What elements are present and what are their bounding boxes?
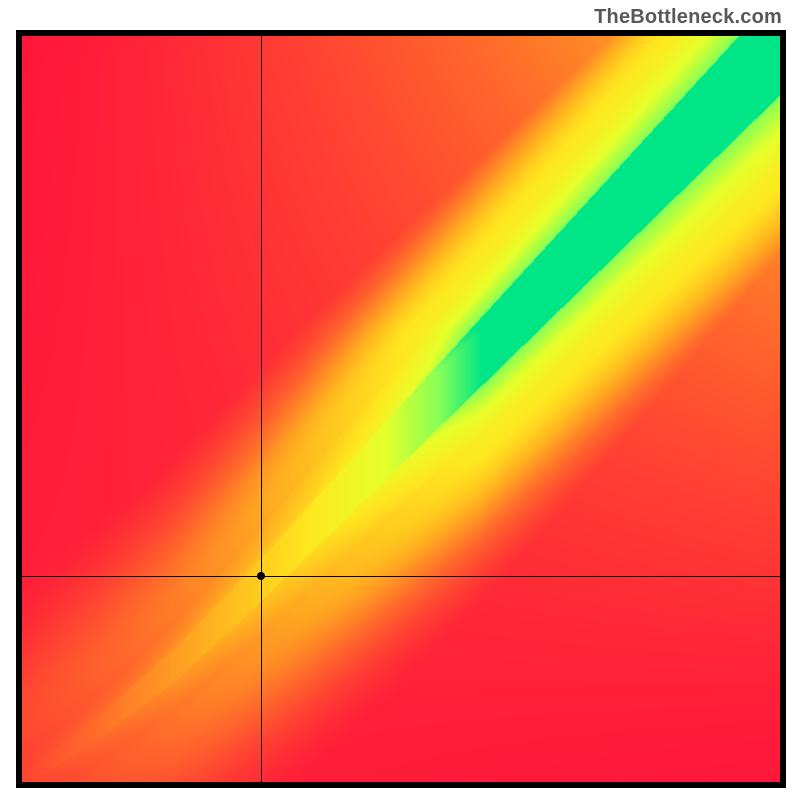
root-container: TheBottleneck.com — [0, 0, 800, 800]
crosshair-vertical — [261, 36, 262, 782]
heatmap-frame — [16, 30, 786, 788]
heatmap-canvas — [22, 36, 780, 782]
watermark-text: TheBottleneck.com — [594, 6, 782, 29]
crosshair-horizontal — [22, 576, 780, 577]
crosshair-marker — [257, 572, 265, 580]
